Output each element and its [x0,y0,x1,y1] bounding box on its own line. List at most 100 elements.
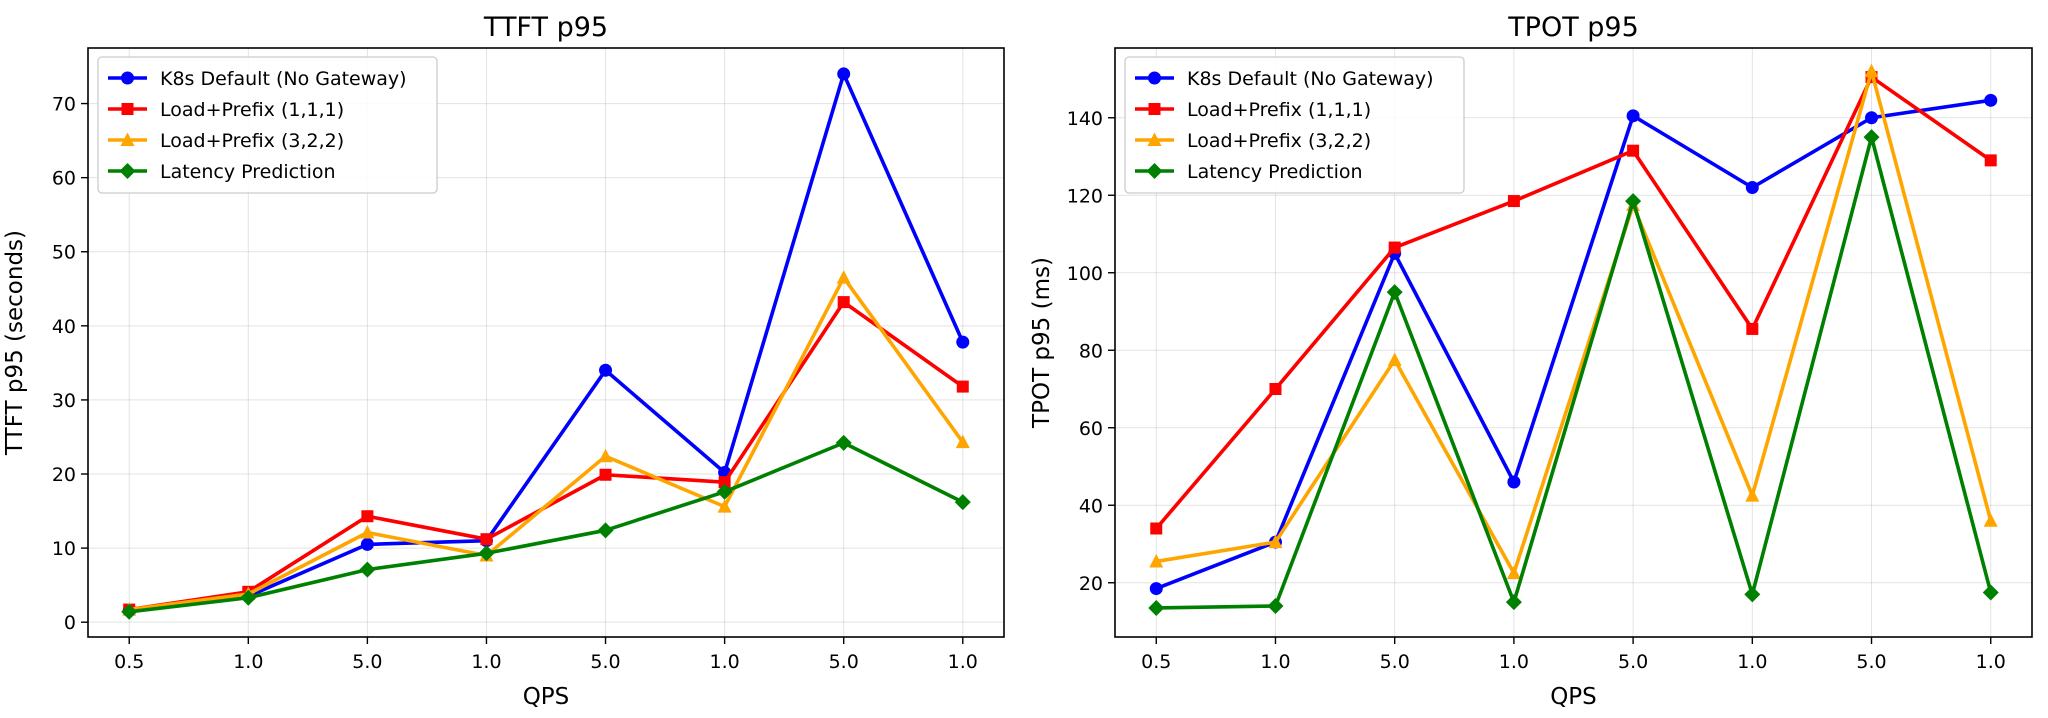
series [1148,129,1999,616]
y-tick-label: 60 [1079,418,1103,440]
data-point [478,545,495,562]
data-point [361,510,374,523]
series-line [1154,135,1993,610]
data-point [1984,93,1998,107]
legend-swatch-marker [120,132,135,146]
data-point [716,483,733,500]
y-tick-label: 50 [52,242,76,264]
data-point [1505,594,1522,611]
y-tick-label: 100 [1067,263,1103,285]
data-point [1983,513,1998,527]
plot-frame [87,47,1005,638]
data-point [1745,181,1759,194]
data-point [1865,111,1879,125]
legend-item: Latency Prediction [1135,161,1363,183]
data-point [360,525,375,539]
legend-label: Load+Prefix (3,2,2) [1187,130,1371,152]
legend-item: Load+Prefix (3,2,2) [108,130,344,152]
legend-label: K8s Default (No Gateway) [160,68,407,90]
x-tick-label: 1.0 [710,651,740,673]
legend-box [97,56,438,194]
legend-swatch-marker [1148,103,1161,115]
legend-swatch-marker [1148,71,1161,85]
legend-swatch-marker [121,71,134,85]
data-point [1150,522,1163,535]
y-tick-label: 140 [1067,108,1103,130]
data-point [718,476,731,489]
data-point [1506,565,1521,580]
data-point [1388,241,1401,254]
data-point [121,603,138,620]
series-line [1154,75,1993,531]
chart-2: TPOT p95 20 40 60 80 100 120 140 0.5 1.0 5.0 1.0 5.0… [1029,12,2033,710]
x-axis-label: QPS [1550,684,1597,710]
legend-item: K8s Default (No Gateway) [108,68,407,90]
legend-swatch-marker [1146,163,1163,179]
data-point [1863,129,1880,146]
data-point [599,468,612,481]
x-tick-label: 1.0 [1976,651,2006,673]
series-line [127,441,965,614]
series-group [1148,63,1999,616]
legend-item: Load+Prefix (1,1,1) [1135,99,1371,121]
y-tick-label: 20 [52,464,76,486]
data-point [1507,475,1521,489]
legend-box [1124,56,1465,194]
x-tick-label: 5.0 [829,651,859,673]
data-point [1626,109,1640,123]
y-tick-label: 0 [64,612,76,634]
x-tick-label: 0.5 [1141,651,1171,673]
y-tick-label: 80 [1079,340,1103,362]
x-tick-label: 1.0 [471,651,501,673]
legend-label: Load+Prefix (3,2,2) [160,130,344,152]
series-group [121,67,971,620]
legend-label: K8s Default (No Gateway) [1187,68,1434,90]
data-point [955,434,970,449]
data-point [1268,534,1283,549]
data-point [1149,582,1163,596]
data-point [956,380,969,393]
data-point [480,533,493,546]
x-tick-label: 5.0 [1856,651,1886,673]
data-point [597,522,614,539]
legend-label: Load+Prefix (1,1,1) [160,99,344,121]
series-line [127,72,965,613]
x-tick-label: 1.0 [948,651,978,673]
legend-item: Load+Prefix (1,1,1) [108,99,344,121]
chart-title: TPOT p95 [1507,12,1639,43]
data-point [1982,584,1999,601]
y-tick-label: 20 [1079,573,1103,595]
data-point [717,499,732,513]
data-point [954,494,971,511]
chart-1: TTFT p95 0 10 20 30 40 50 60 70 0.5 1.0 5.0 1.0 5.0 1.… [2,12,1005,710]
y-tick-label: 40 [1079,495,1103,517]
data-point [1269,383,1282,395]
series-line [1154,69,1993,575]
y-tick-label: 70 [52,94,76,116]
legend-swatch-marker [121,103,134,115]
x-axis: 0.5 1.0 5.0 1.0 5.0 1.0 5.0 1.0 [114,637,978,673]
data-point [837,67,851,81]
x-tick-label: 5.0 [590,651,620,673]
series-line [1154,98,1993,591]
series [121,434,971,620]
data-point [1625,193,1642,210]
data-point [599,363,613,377]
data-point [359,561,376,578]
data-point [1387,352,1402,366]
data-point [1627,144,1640,157]
data-point [956,335,970,349]
x-axis: 0.5 1.0 5.0 1.0 5.0 1.0 5.0 1.0 [1141,637,2006,673]
data-point [1148,599,1165,616]
data-point [1149,553,1164,568]
y-axis: 20 40 60 80 100 120 140 [1067,108,1115,595]
data-point [360,537,374,551]
y-axis-label: TPOT p95 (ms) [1029,257,1055,429]
y-tick-label: 60 [52,168,76,190]
x-axis-label: QPS [523,684,570,710]
data-point [1267,598,1284,614]
x-tick-label: 1.0 [1737,651,1767,673]
series-line [127,275,965,612]
x-tick-label: 5.0 [1380,651,1410,673]
